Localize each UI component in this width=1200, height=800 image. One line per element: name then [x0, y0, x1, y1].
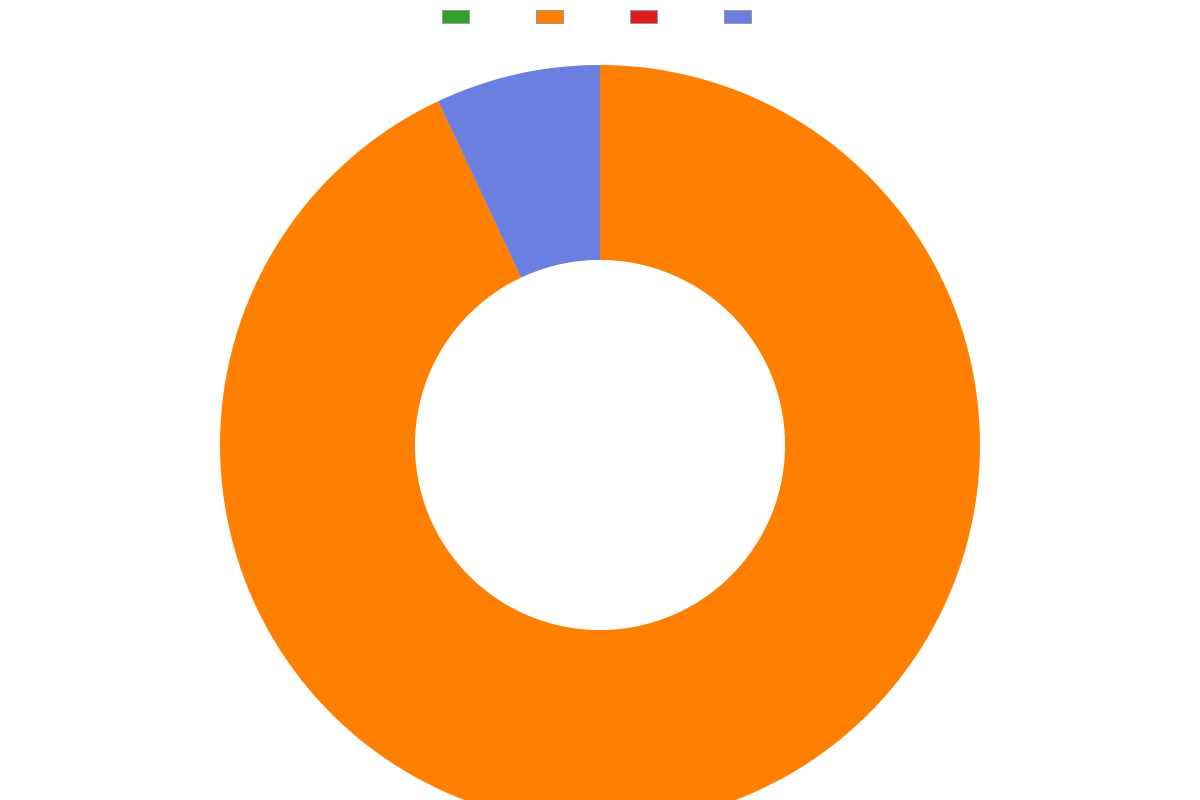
donut-chart-svg: [0, 30, 1200, 800]
chart-legend: [0, 0, 1200, 24]
legend-item: [724, 10, 758, 24]
legend-swatch: [536, 10, 564, 24]
donut-hole: [415, 260, 785, 630]
legend-item: [536, 10, 570, 24]
legend-swatch: [630, 10, 658, 24]
legend-swatch: [442, 10, 470, 24]
chart-area: [0, 30, 1200, 800]
legend-swatch: [724, 10, 752, 24]
legend-item: [630, 10, 664, 24]
legend-item: [442, 10, 476, 24]
